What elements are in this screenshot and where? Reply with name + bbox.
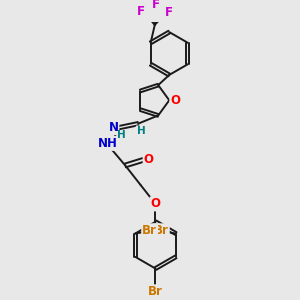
Text: N: N (108, 121, 118, 134)
Text: O: O (144, 154, 154, 166)
Text: Br: Br (142, 224, 157, 237)
Text: NH: NH (98, 137, 117, 150)
Text: Br: Br (148, 285, 163, 298)
Text: F: F (165, 6, 173, 19)
Text: F: F (136, 5, 145, 18)
Text: O: O (151, 197, 160, 210)
Text: O: O (170, 94, 180, 107)
Text: H: H (117, 130, 125, 140)
Text: H: H (136, 126, 145, 136)
Text: F: F (152, 0, 160, 11)
Text: Br: Br (154, 224, 169, 237)
